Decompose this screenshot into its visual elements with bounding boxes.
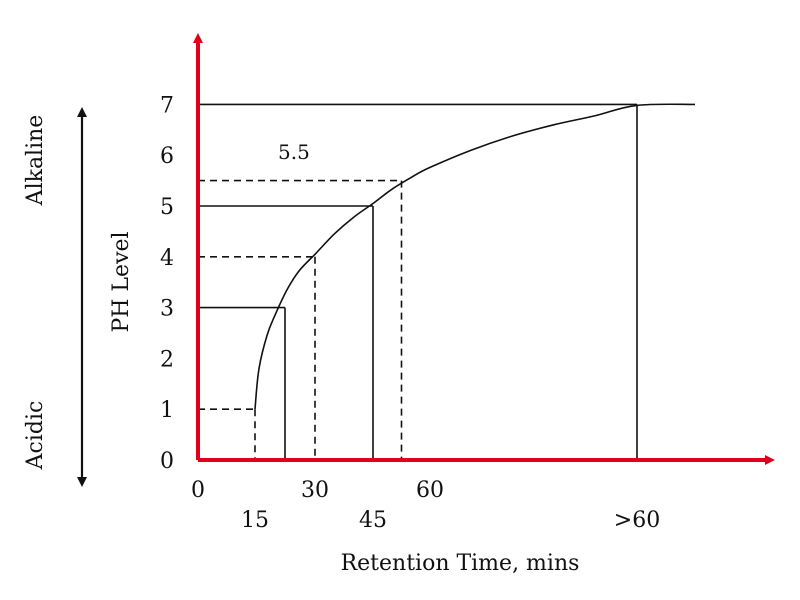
- y-tick-labels: 0 1 2 3 4 5 6 7: [160, 93, 174, 474]
- x-axis-title: Retention Time, mins: [341, 551, 580, 576]
- x-tick-label: >60: [614, 508, 660, 533]
- x-tick-label: 0: [191, 478, 205, 503]
- y-tick-label: 3: [160, 297, 174, 322]
- x-tick-label: 30: [301, 478, 329, 503]
- acidic-label: Acidic: [23, 401, 48, 471]
- y-tick-label: 2: [160, 347, 174, 372]
- y-tick-label: 1: [160, 398, 174, 423]
- x-tick-label: 60: [416, 478, 444, 503]
- y-tick-label: 0: [160, 449, 174, 474]
- reference-lines: [198, 103, 638, 460]
- y-tick-label: 4: [160, 246, 174, 271]
- ph-curve: [254, 103, 696, 410]
- annotation-5-5: 5.5: [278, 140, 310, 164]
- y-tick-label: 7: [160, 93, 174, 118]
- alkaline-label: Alkaline: [23, 115, 48, 207]
- x-tick-labels: 0 15 30 45 60 >60: [191, 478, 660, 533]
- y-tick-label: 6: [160, 144, 174, 169]
- y-axis-title: PH Level: [109, 231, 134, 332]
- x-tick-label: 15: [241, 508, 269, 533]
- y-tick-label: 5: [160, 195, 174, 220]
- x-tick-label: 45: [359, 508, 387, 533]
